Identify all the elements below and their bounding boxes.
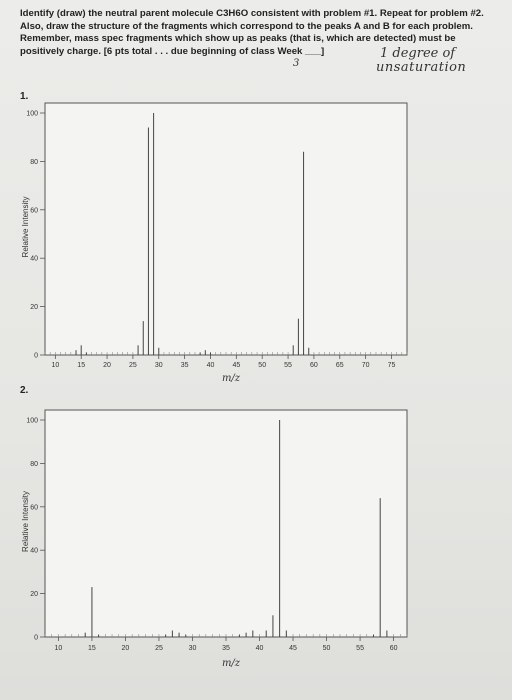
problem-2-number: 2.: [20, 385, 29, 396]
y-tick-label: 0: [34, 635, 38, 642]
x-tick-label: 10: [51, 362, 59, 369]
x-tick-label: 10: [55, 645, 63, 652]
y-tick-label: 20: [30, 591, 38, 598]
x-tick-label: 50: [323, 645, 331, 652]
x-tick-label: 30: [155, 362, 163, 369]
x-tick-label: 75: [388, 362, 396, 369]
x-tick-label: 35: [222, 645, 230, 652]
x-tick-label: 40: [256, 645, 264, 652]
x-axis-label: m/z: [222, 658, 241, 669]
y-tick-label: 100: [26, 418, 38, 425]
x-tick-label: 20: [122, 645, 130, 652]
y-tick-label: 60: [30, 504, 38, 511]
x-tick-label: 45: [289, 645, 297, 652]
plot-frame: [44, 102, 408, 356]
y-axis-label: Relative Intensity: [21, 491, 30, 552]
instruction-line-1: Identify (draw) the neutral parent molec…: [20, 8, 484, 19]
x-tick-label: 55: [284, 362, 292, 369]
x-tick-label: 20: [103, 362, 111, 369]
plot-frame: [44, 409, 408, 638]
problem-1-number: 1.: [20, 91, 29, 102]
handwritten-note-line-1: 1 degree of: [380, 46, 456, 61]
y-tick-label: 80: [30, 159, 38, 166]
week-blank: ___]: [305, 45, 325, 57]
instruction-line-3: Remember, mass spec fragments which show…: [20, 33, 456, 45]
x-tick-label: 60: [310, 362, 318, 369]
x-tick-label: 50: [258, 362, 266, 369]
x-tick-label: 65: [336, 362, 344, 369]
y-tick-label: 80: [30, 461, 38, 468]
y-axis-label: Relative Intensity: [21, 197, 30, 258]
x-tick-label: 15: [77, 362, 85, 369]
y-tick-label: 0: [34, 353, 38, 360]
instructions-text: Identify (draw) the neutral parent molec…: [20, 8, 490, 58]
handwritten-note-line-2: unsaturation: [376, 60, 467, 75]
x-tick-label: 70: [362, 362, 370, 369]
instruction-line-4: positively charge. [6 pts total . . . du…: [20, 46, 490, 59]
instruction-line-4-text: positively charge. [6 pts total . . . du…: [20, 45, 303, 57]
y-tick-label: 40: [30, 548, 38, 555]
y-tick-label: 100: [26, 111, 38, 118]
x-tick-label: 60: [390, 645, 398, 652]
instruction-line-2: Also, draw the structure of the fragment…: [20, 20, 473, 32]
x-tick-label: 55: [356, 645, 364, 652]
x-tick-label: 45: [232, 362, 240, 369]
x-tick-label: 25: [129, 362, 137, 369]
x-axis-label: m/z: [222, 373, 241, 384]
x-tick-label: 35: [181, 362, 189, 369]
x-tick-label: 25: [155, 645, 163, 652]
x-tick-label: 15: [88, 645, 96, 652]
y-tick-label: 60: [30, 207, 38, 214]
x-tick-label: 40: [207, 362, 215, 369]
y-tick-label: 20: [30, 304, 38, 311]
x-tick-label: 30: [189, 645, 197, 652]
y-tick-label: 40: [30, 256, 38, 263]
handwritten-week-number: 3: [293, 58, 300, 69]
